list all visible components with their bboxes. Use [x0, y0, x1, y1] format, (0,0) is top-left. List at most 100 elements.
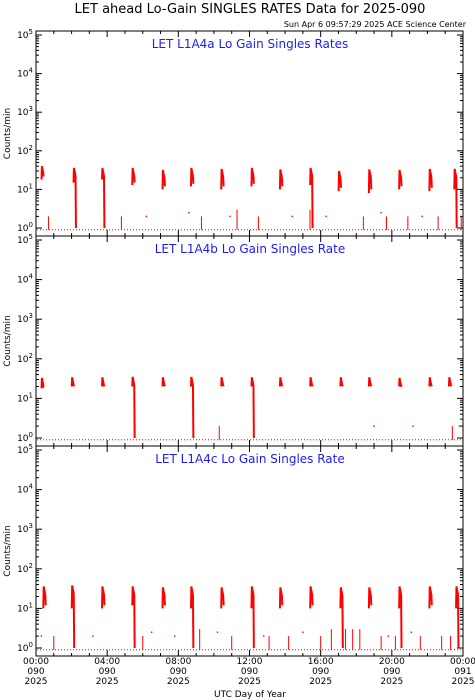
x-tick-labels: 00:00090202504:00090202508:00090202512:0…	[23, 657, 475, 687]
burst-trace	[428, 377, 433, 387]
data-point	[263, 635, 265, 637]
burst-trace	[339, 587, 344, 649]
data-point	[150, 631, 153, 633]
burst-trace	[131, 586, 136, 649]
x-tick-doy: 090	[170, 667, 187, 677]
data-point	[291, 215, 293, 218]
x-tick-doy: 090	[241, 667, 258, 677]
y-tick-label: 102	[17, 562, 33, 575]
data-point	[40, 635, 43, 637]
burst-trace	[220, 168, 225, 190]
burst-trace	[42, 586, 47, 609]
data-point	[421, 215, 423, 218]
y-tick-label: 104	[17, 67, 33, 80]
data-point	[92, 635, 94, 637]
burst-trace	[161, 169, 166, 190]
x-tick-time: 16:00	[308, 657, 334, 667]
y-tick-label: 103	[17, 105, 33, 118]
data-point	[302, 631, 304, 633]
x-tick-year: 2025	[96, 677, 119, 687]
burst-trace	[161, 587, 166, 609]
burst-trace	[339, 377, 344, 387]
burst-trace	[101, 586, 106, 609]
panel-title: LET L1A4a Lo Gain Singles Rates	[152, 37, 349, 51]
y-tick-label: 105	[17, 233, 33, 246]
burst-trace	[189, 167, 195, 187]
burst-trace	[189, 586, 195, 649]
y-tick-label: 100	[17, 431, 33, 444]
burst-trace	[250, 586, 255, 649]
y-tick-label: 105	[17, 443, 33, 456]
x-tick-time: 00:00	[23, 657, 49, 667]
panel-frame	[35, 30, 464, 237]
timestamp-stamp: Sun Apr 6 09:57:29 2025 ACE Science Cent…	[284, 20, 467, 29]
data-point	[387, 635, 389, 637]
panel-frame	[35, 445, 464, 657]
burst-trace	[101, 377, 106, 387]
y-tick-label: 101	[17, 182, 33, 195]
x-tick-year: 2025	[380, 677, 403, 687]
data-point	[373, 425, 375, 427]
y-tick-label: 101	[17, 391, 33, 404]
burst-trace	[278, 377, 284, 387]
burst-trace	[72, 167, 77, 229]
burst-trace	[131, 167, 136, 186]
burst-trace	[189, 376, 195, 439]
data-point	[458, 425, 461, 427]
panel-title: LET L1A4b Lo Gain Singles Rate	[155, 242, 346, 256]
data-point	[188, 211, 190, 214]
panel-3: 100 101 102 103 104 105 Counts/min LET L1A4c Lo…	[3, 443, 464, 657]
y-tick-label: 103	[17, 522, 33, 535]
panel-title: LET L1A4c Lo Gain Singles Rate	[155, 452, 345, 466]
burst-trace	[453, 168, 458, 229]
burst-trace	[447, 377, 453, 387]
burst-trace	[278, 169, 284, 190]
x-axis-label: UTC Day of Year	[214, 690, 286, 700]
x-tick-doy: 090	[99, 667, 116, 677]
burst-trace	[220, 377, 225, 387]
panel-2: 100 101 102 103 104 105 Counts/min LET L1A4b Lo…	[3, 233, 464, 447]
x-tick-doy: 090	[383, 667, 400, 677]
x-tick-year: 2025	[167, 677, 190, 687]
y-tick-label: 102	[17, 144, 33, 157]
x-tick-time: 12:00	[237, 657, 263, 667]
burst-trace	[70, 377, 76, 387]
panel-frame	[35, 235, 464, 447]
burst-trace	[337, 170, 343, 192]
y-axis-label: Counts/min	[3, 525, 13, 576]
burst-trace	[250, 167, 255, 187]
x-tick-time: 04:00	[94, 657, 120, 667]
x-tick-year: 2025	[25, 677, 48, 687]
data-point	[380, 211, 382, 214]
burst-trace	[428, 168, 433, 192]
x-tick-time: 08:00	[165, 657, 191, 667]
burst-trace	[40, 165, 45, 180]
burst-trace	[161, 377, 166, 387]
panel-1: 100 101 102 103 104 105 Counts/min LET L1A4a Lo…	[3, 28, 464, 237]
burst-trace	[40, 377, 45, 389]
y-axis-label: Counts/min	[3, 108, 13, 159]
x-tick-doy: 091	[454, 667, 471, 677]
x-tick-year: 2025	[309, 677, 332, 687]
data-point	[229, 215, 231, 218]
x-tick-time: 20:00	[379, 657, 405, 667]
y-tick-label: 105	[17, 28, 33, 41]
y-tick-label: 104	[17, 483, 33, 496]
burst-trace	[101, 167, 106, 229]
x-tick-doy: 090	[312, 667, 329, 677]
y-tick-label: 104	[17, 273, 33, 286]
burst-trace	[131, 376, 136, 439]
main-title: LET ahead Lo-Gain SINGLES RATES Data for…	[75, 2, 426, 17]
x-tick-doy: 090	[27, 667, 44, 677]
y-axis-label: Counts/min	[3, 315, 13, 366]
burst-trace	[309, 586, 314, 609]
burst-trace	[220, 587, 225, 609]
data-point	[216, 631, 219, 633]
data-point	[145, 215, 148, 218]
y-tick-label: 102	[17, 352, 33, 365]
burst-trace	[309, 377, 314, 387]
x-tick-year: 2025	[238, 677, 261, 687]
burst-trace	[278, 587, 284, 609]
y-tick-label: 103	[17, 312, 33, 325]
